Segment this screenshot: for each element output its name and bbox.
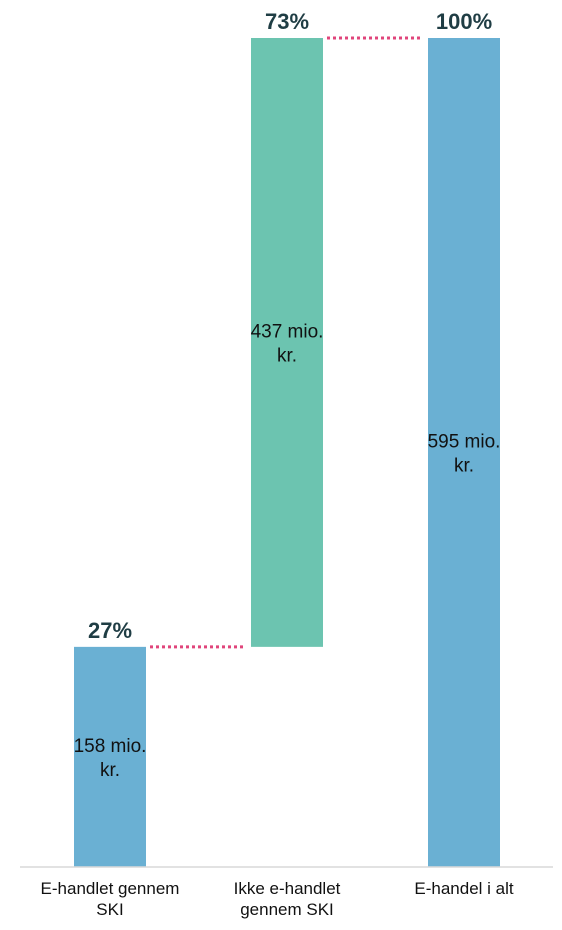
category-label-e-handlet-gennem-ski: E-handlet gennem SKI <box>41 879 180 919</box>
bar-ikke-e-handlet-gennem-ski <box>251 38 323 647</box>
bar-e-handel-i-alt <box>428 38 500 867</box>
category-label-ikke-e-handlet-gennem-ski: Ikke e-handlet gennem SKI <box>234 879 341 919</box>
percent-label-e-handlet-gennem-ski: 27% <box>88 618 132 643</box>
percent-label-e-handel-i-alt: 100% <box>436 9 492 34</box>
value-label-e-handel-i-alt: 595 mio. kr. <box>428 432 501 477</box>
percent-label-ikke-e-handlet-gennem-ski: 73% <box>265 9 309 34</box>
value-label-e-handlet-gennem-ski: 158 mio. kr. <box>74 736 147 781</box>
bar-e-handlet-gennem-ski <box>74 646 146 867</box>
value-label-ikke-e-handlet-gennem-ski: 437 mio. kr. <box>251 321 324 366</box>
category-label-e-handel-i-alt: E-handel i alt <box>414 879 514 898</box>
